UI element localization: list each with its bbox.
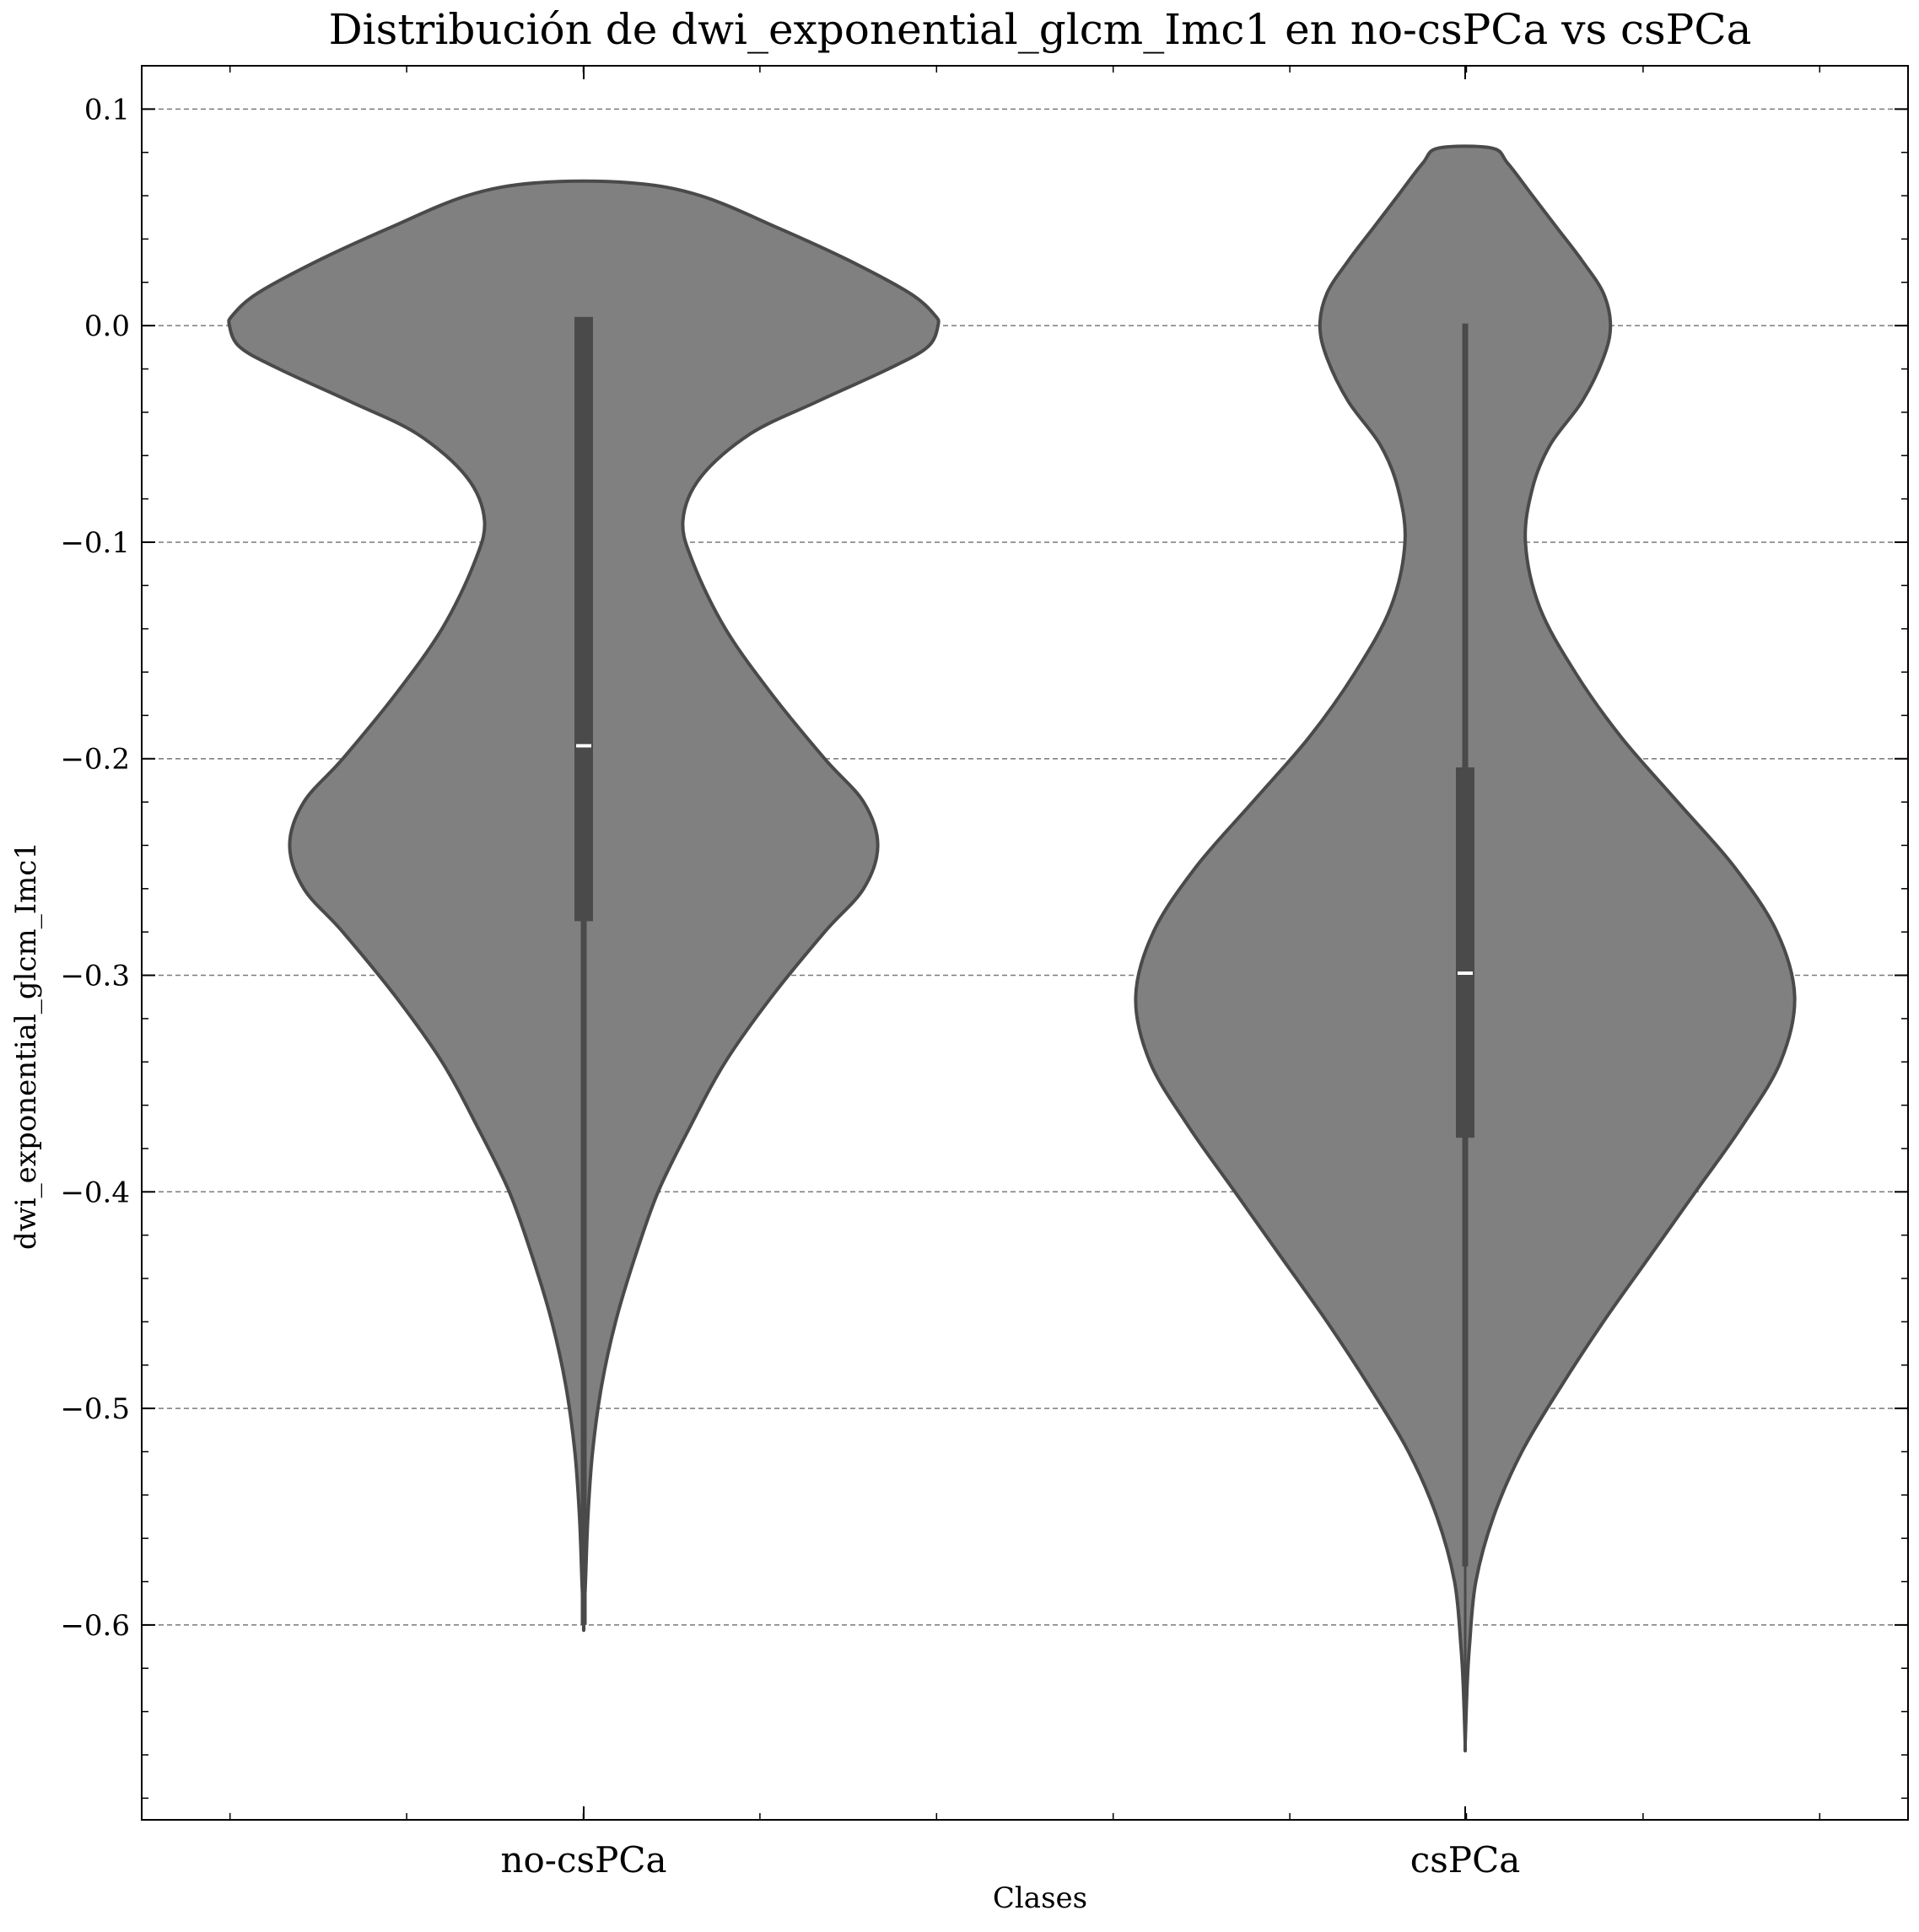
y-tick-label: −0.6 [60,1609,130,1643]
axes-frame [141,65,1909,1821]
y-tick-label: −0.1 [60,526,130,560]
y-axis-label: dwi_exponential_glcm_Imc1 [9,842,43,1250]
iqr-box-csPCa [1456,767,1474,1138]
plot-area: 0.1 0.0 −0.1 −0.2 −0.3 −0.4 −0.5 −0.6 no-csPCa cs… [60,65,1909,1881]
y-tick-label: −0.4 [60,1176,130,1209]
x-category-label: csPCa [1410,1839,1521,1881]
x-category-label: no-csPCa [500,1839,666,1881]
y-tick-label: −0.2 [60,743,130,777]
y-tick-label: 0.1 [84,93,130,126]
x-axis-label: Clases [993,1881,1087,1915]
y-tick-label: −0.5 [60,1392,130,1426]
y-tick-label: 0.0 [84,309,130,343]
y-tick-label: −0.3 [60,960,130,993]
chart-title: Distribución de dwi_exponential_glcm_Imc… [329,5,1752,54]
iqr-box-no-csPCa [574,316,593,922]
